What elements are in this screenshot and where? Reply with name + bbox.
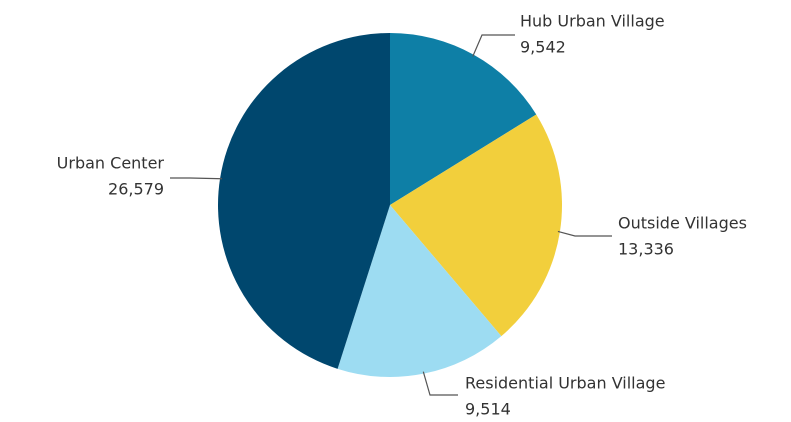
slice-label: Residential Urban Village: [465, 374, 665, 393]
slice-value: 9,542: [520, 38, 566, 57]
slice-label: Outside Villages: [618, 214, 747, 233]
pie-slice: [390, 114, 562, 337]
slice-value: 26,579: [108, 180, 164, 199]
pie-slice: [390, 33, 537, 205]
slice-value: 13,336: [618, 240, 674, 259]
leader-line: [472, 34, 515, 57]
slice-value: 9,514: [465, 400, 511, 419]
pie-slice: [337, 205, 502, 377]
pie-slice: [217, 33, 390, 369]
leader-line: [170, 177, 223, 180]
slice-label: Urban Center: [57, 154, 165, 173]
leader-line: [422, 371, 458, 396]
slice-label: Hub Urban Village: [520, 12, 665, 31]
leader-line: [557, 230, 612, 237]
